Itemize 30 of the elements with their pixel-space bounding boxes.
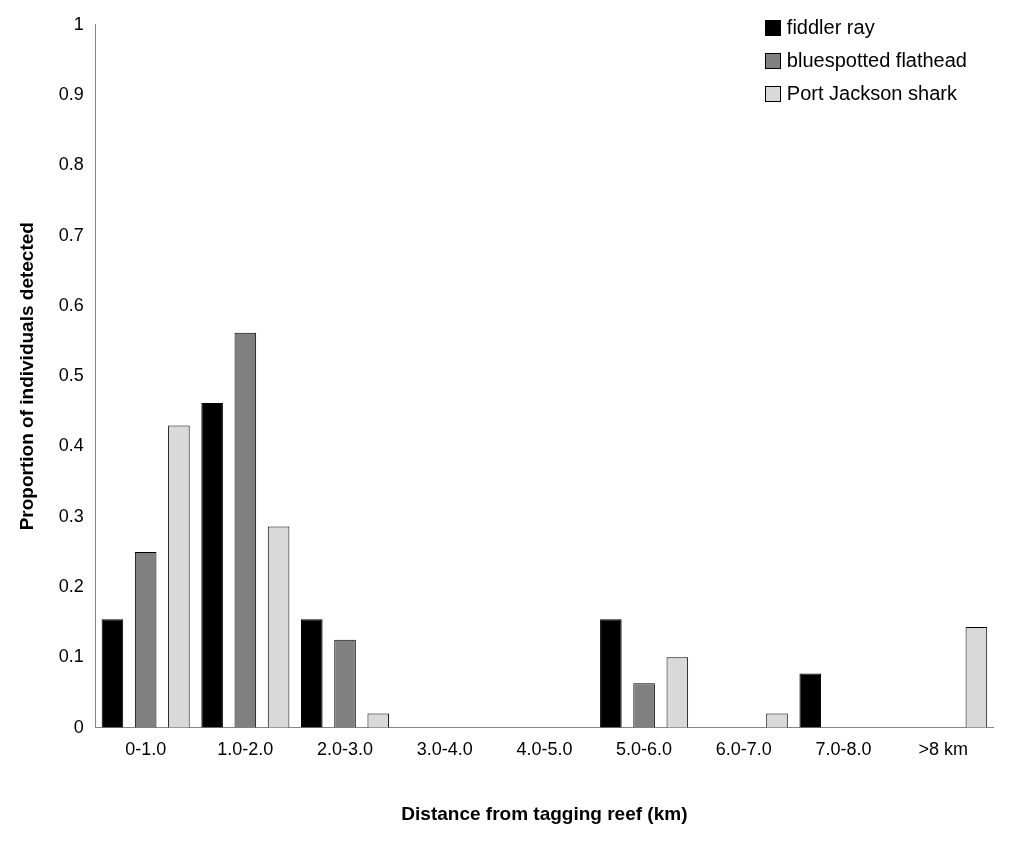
- y-tick-label: 1: [73, 13, 84, 34]
- legend-label: fiddler ray: [786, 16, 875, 39]
- x-tick-label: 0-1.0: [125, 739, 167, 760]
- bar: [201, 402, 223, 728]
- y-tick-label: 0.4: [58, 435, 84, 456]
- y-tick-label: 0.6: [58, 294, 84, 315]
- x-tick-label: 5.0-6.0: [616, 739, 673, 760]
- y-tick-label: 0.1: [58, 646, 84, 667]
- bar: [301, 619, 323, 728]
- y-tick-label: 0.3: [58, 505, 84, 526]
- y-tick-label: 0.7: [58, 224, 84, 245]
- y-axis-title: Proportion of individuals detected: [15, 222, 37, 531]
- x-axis-title: Distance from tagging reef (km): [401, 802, 688, 824]
- legend-label: Port Jackson shark: [786, 82, 957, 105]
- bar: [101, 619, 124, 728]
- y-tick-label: 0.5: [58, 365, 84, 386]
- y-tick-label: 0.2: [58, 576, 84, 597]
- x-tick-label: >8 km: [918, 739, 968, 760]
- x-tick-label: 4.0-5.0: [516, 739, 573, 760]
- y-tick-label: 0: [73, 716, 84, 737]
- x-tick-label: 2.0-3.0: [317, 739, 374, 760]
- x-tick-label: 6.0-7.0: [715, 739, 772, 760]
- y-tick-label: 0.8: [58, 154, 84, 175]
- x-tick-label: 7.0-8.0: [815, 739, 872, 760]
- bar: [600, 619, 622, 728]
- y-tick-label: 0.9: [58, 84, 84, 105]
- legend-label: bluespotted flathead: [786, 49, 967, 72]
- x-tick-label: 1.0-2.0: [217, 739, 274, 760]
- bar: [799, 673, 822, 728]
- x-tick-label: 3.0-4.0: [416, 739, 473, 760]
